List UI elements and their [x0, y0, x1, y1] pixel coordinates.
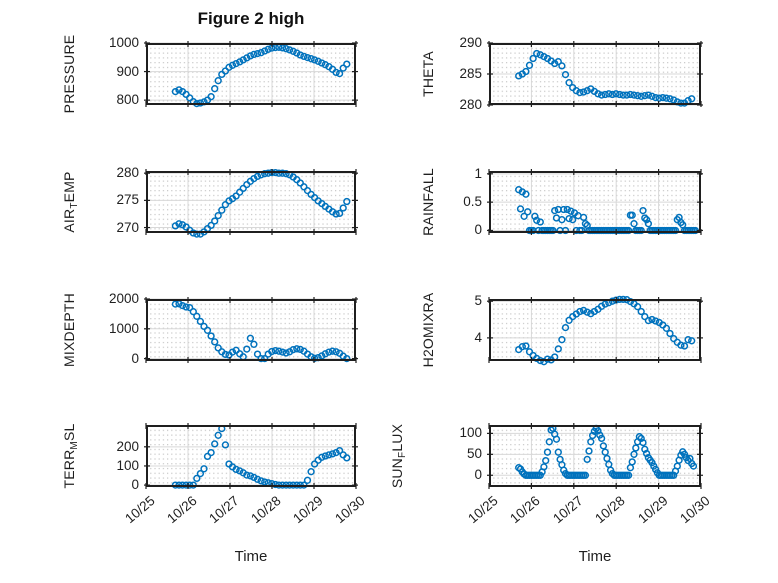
tick-marks: [144, 41, 358, 107]
data-points: [515, 424, 698, 479]
x-tick-label: 10/25: [122, 493, 158, 527]
axes-box: [489, 299, 701, 361]
y-tick-label: 285: [459, 66, 482, 81]
x-axis-label-right: Time: [578, 548, 612, 565]
ylabel-pressure: PRESSURE: [61, 35, 77, 114]
y-tick-label: 0.5: [463, 194, 482, 210]
y-tick-label: 200: [116, 438, 139, 454]
ylabel-text: LUX: [389, 423, 405, 452]
ylabel-air_temp: AIRTEMP: [61, 171, 80, 233]
y-tick-label: 100: [459, 425, 482, 441]
y-tick-label: 4: [474, 329, 482, 345]
y-tick-label: 1: [474, 165, 482, 181]
x-tick-label: 10/26: [507, 493, 544, 527]
x-tick-label: 10/28: [248, 493, 284, 527]
x-tick-label: 10/27: [206, 493, 242, 527]
data-points: [515, 49, 696, 107]
y-tick-label: 0: [131, 477, 139, 493]
plot-pressure: [144, 41, 358, 108]
y-tick-label: 270: [116, 219, 139, 235]
ylabel-sun_flux: SUNFLUX: [389, 423, 408, 489]
y-tick-label: 2000: [108, 291, 139, 306]
ylabel-text: MIXDEPTH: [61, 293, 77, 367]
y-tick-label: 280: [459, 97, 482, 112]
plot-air_temp: [144, 168, 358, 238]
data-points: [171, 300, 351, 363]
ylabel-text: RAINFALL: [420, 168, 436, 236]
tick-marks: [487, 41, 703, 107]
y-tick-label: 100: [116, 457, 139, 473]
x-axis-label-left: Time: [234, 548, 268, 565]
y-tick-label: 800: [116, 92, 139, 108]
minor-grid-dots: [146, 299, 356, 361]
y-tick-label: 0: [474, 222, 482, 238]
tick-marks: [144, 423, 358, 489]
plot-h2omixra: [487, 295, 703, 366]
ylabel-subscript: M: [69, 441, 80, 450]
plot-sun_flux: [487, 423, 703, 489]
major-grid: [489, 299, 701, 361]
plot-terr_msl: [144, 423, 358, 489]
y-tick-label: 5: [474, 293, 482, 309]
tick-marks: [487, 169, 703, 235]
y-tick-label: 0: [474, 467, 482, 483]
data-points: [515, 186, 699, 235]
ylabel-text: AIR: [61, 208, 77, 233]
x-tick-label: 10/26: [164, 493, 200, 527]
y-tick-label: 275: [116, 192, 139, 208]
axes-box: [146, 425, 356, 487]
axes-box: [489, 425, 701, 487]
y-tick-label: 290: [459, 35, 482, 50]
x-tick-label: 10/27: [549, 493, 586, 527]
axes-box: [146, 171, 356, 233]
ylabel-mixdepth: MIXDEPTH: [61, 293, 77, 367]
x-tick-label: 10/29: [634, 493, 671, 527]
y-tick-label: 1000: [108, 320, 139, 336]
y-tick-label: 0: [131, 350, 139, 366]
tick-marks: [144, 297, 358, 363]
ylabel-text: SL: [61, 423, 77, 442]
ylabel-text: SUN: [389, 457, 405, 489]
ylabel-subscript: T: [69, 202, 80, 209]
axes-box: [146, 43, 356, 105]
y-tick-label: 900: [116, 63, 139, 79]
ylabel-text: THETA: [420, 51, 436, 97]
ylabel-text: EMP: [61, 171, 77, 203]
x-tick-label: 10/29: [290, 493, 326, 527]
x-tick-label: 10/30: [677, 493, 713, 527]
tick-marks: [487, 423, 703, 489]
ylabel-text: H2OMIXRA: [420, 292, 436, 368]
y-tick-label: 280: [116, 165, 139, 181]
plot-theta: [487, 41, 703, 107]
y-tick-label: 50: [466, 446, 482, 462]
ylabel-text: TERR: [61, 449, 77, 489]
ylabel-text: PRESSURE: [61, 34, 77, 114]
axes-box: [146, 299, 356, 361]
ylabel-terr_msl: TERRMSL: [61, 423, 80, 489]
tick-marks: [144, 169, 358, 235]
tick-marks: [487, 297, 703, 363]
ylabel-subscript: F: [397, 451, 408, 458]
x-tick-label: 10/30: [332, 493, 368, 527]
plot-rainfall: [487, 169, 703, 235]
plot-mixdepth: [144, 297, 358, 363]
ylabel-h2omixra: H2OMIXRA: [420, 293, 436, 368]
figure-title: Figure 2 high: [197, 9, 305, 28]
ylabel-rainfall: RAINFALL: [420, 168, 436, 236]
ylabel-theta: THETA: [420, 51, 436, 97]
y-tick-label: 1000: [108, 35, 139, 50]
x-tick-label: 10/25: [465, 493, 501, 527]
x-tick-label: 10/28: [592, 493, 628, 527]
